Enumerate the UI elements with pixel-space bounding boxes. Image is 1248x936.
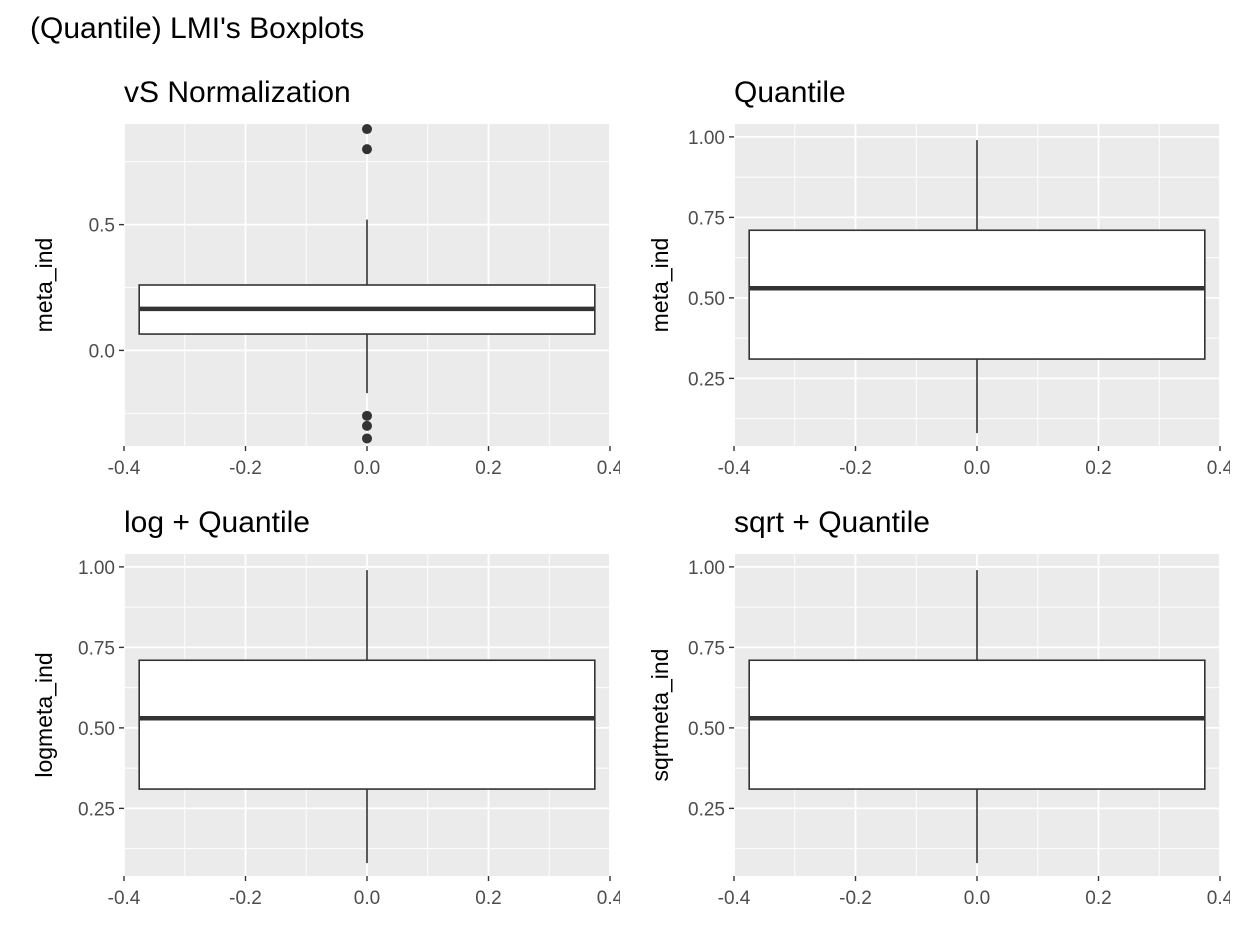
y-tick-label: 0.75 <box>688 208 725 229</box>
x-tick-label: 0.4 <box>1207 458 1230 479</box>
box-iqr <box>138 659 596 790</box>
x-tick-label: -0.4 <box>108 888 141 909</box>
outlier-point <box>362 420 372 431</box>
y-tick-label: 1.00 <box>688 128 725 149</box>
x-tick-label: -0.2 <box>839 458 872 479</box>
panel-log-quantile: log + Quantile 0.25 0.50 0.75 1.00 -0.4 -0.2 0.… <box>0 498 620 928</box>
page-title: (Quantile) LMI's Boxplots <box>30 12 365 45</box>
y-tick-label: 0.25 <box>78 799 115 820</box>
x-tick-label: 0.2 <box>475 888 501 909</box>
x-tick-label: 0.0 <box>354 888 380 909</box>
y-tick-label: 0.75 <box>688 638 725 659</box>
y-tick-label: 0.5 <box>89 216 115 237</box>
x-tick-label: 0.2 <box>1085 458 1111 479</box>
x-tick-label: -0.4 <box>108 458 141 479</box>
y-tick-label: 1.00 <box>688 558 725 579</box>
boxplot-chart: log + Quantile 0.25 0.50 0.75 1.00 -0.4 -0.2 0.… <box>31 506 620 909</box>
x-tick-label: 0.0 <box>964 458 990 479</box>
x-tick-label: -0.2 <box>229 458 262 479</box>
boxplot-chart: sqrt + Quantile 0.25 0.50 0.75 1.00 -0.4 -0.2 0… <box>647 506 1230 909</box>
outlier-point <box>362 433 372 444</box>
panel-title: log + Quantile <box>124 506 310 539</box>
panel-title: sqrt + Quantile <box>734 506 930 539</box>
outlier-point <box>362 410 372 421</box>
x-tick-label: 0.2 <box>1085 888 1111 909</box>
panel-title: Quantile <box>734 76 846 109</box>
box-iqr <box>748 659 1206 790</box>
outlier-point <box>362 124 372 135</box>
panel-quantile: Quantile 0.25 0.50 0.75 1.00 -0.4 -0.2 0.0 0.2 0.… <box>610 68 1230 498</box>
y-tick-label: 0.50 <box>78 719 115 740</box>
panel-title: vS Normalization <box>124 76 351 109</box>
y-axis-title: meta_ind <box>647 238 673 333</box>
x-tick-label: -0.2 <box>839 888 872 909</box>
y-tick-label: 0.75 <box>78 638 115 659</box>
panel-sqrt-quantile: sqrt + Quantile 0.25 0.50 0.75 1.00 -0.4 -0.2 0… <box>610 498 1230 928</box>
box-iqr <box>748 229 1206 360</box>
x-tick-label: 0.2 <box>475 458 501 479</box>
x-tick-label: -0.2 <box>229 888 262 909</box>
boxplot-chart: Quantile 0.25 0.50 0.75 1.00 -0.4 -0.2 0.0 0.2 0.… <box>647 76 1230 479</box>
y-tick-label: 0.50 <box>688 289 725 310</box>
boxplot-chart: vS Normalization 0.0 0.5 -0.4 -0.2 0.0 0.2 0.4 m… <box>31 76 620 479</box>
x-tick-label: 0.0 <box>964 888 990 909</box>
y-axis-title: meta_ind <box>31 238 57 333</box>
y-tick-label: 0.50 <box>688 719 725 740</box>
x-tick-label: 0.4 <box>1207 888 1230 909</box>
x-tick-label: -0.4 <box>718 888 751 909</box>
y-tick-label: 0.25 <box>688 369 725 390</box>
y-axis-title: sqrtmeta_ind <box>647 649 673 782</box>
y-tick-label: 0.25 <box>688 799 725 820</box>
y-axis-title: logmeta_ind <box>31 652 57 777</box>
x-tick-label: 0.4 <box>597 888 620 909</box>
y-tick-label: 1.00 <box>78 558 115 579</box>
outlier-point <box>362 144 372 155</box>
x-tick-label: 0.4 <box>597 458 620 479</box>
x-tick-label: 0.0 <box>354 458 380 479</box>
y-tick-label: 0.0 <box>89 341 115 362</box>
x-tick-label: -0.4 <box>718 458 751 479</box>
panel-vs-normalization: vS Normalization 0.0 0.5 -0.4 -0.2 0.0 0.2 0.4 m… <box>0 68 620 498</box>
